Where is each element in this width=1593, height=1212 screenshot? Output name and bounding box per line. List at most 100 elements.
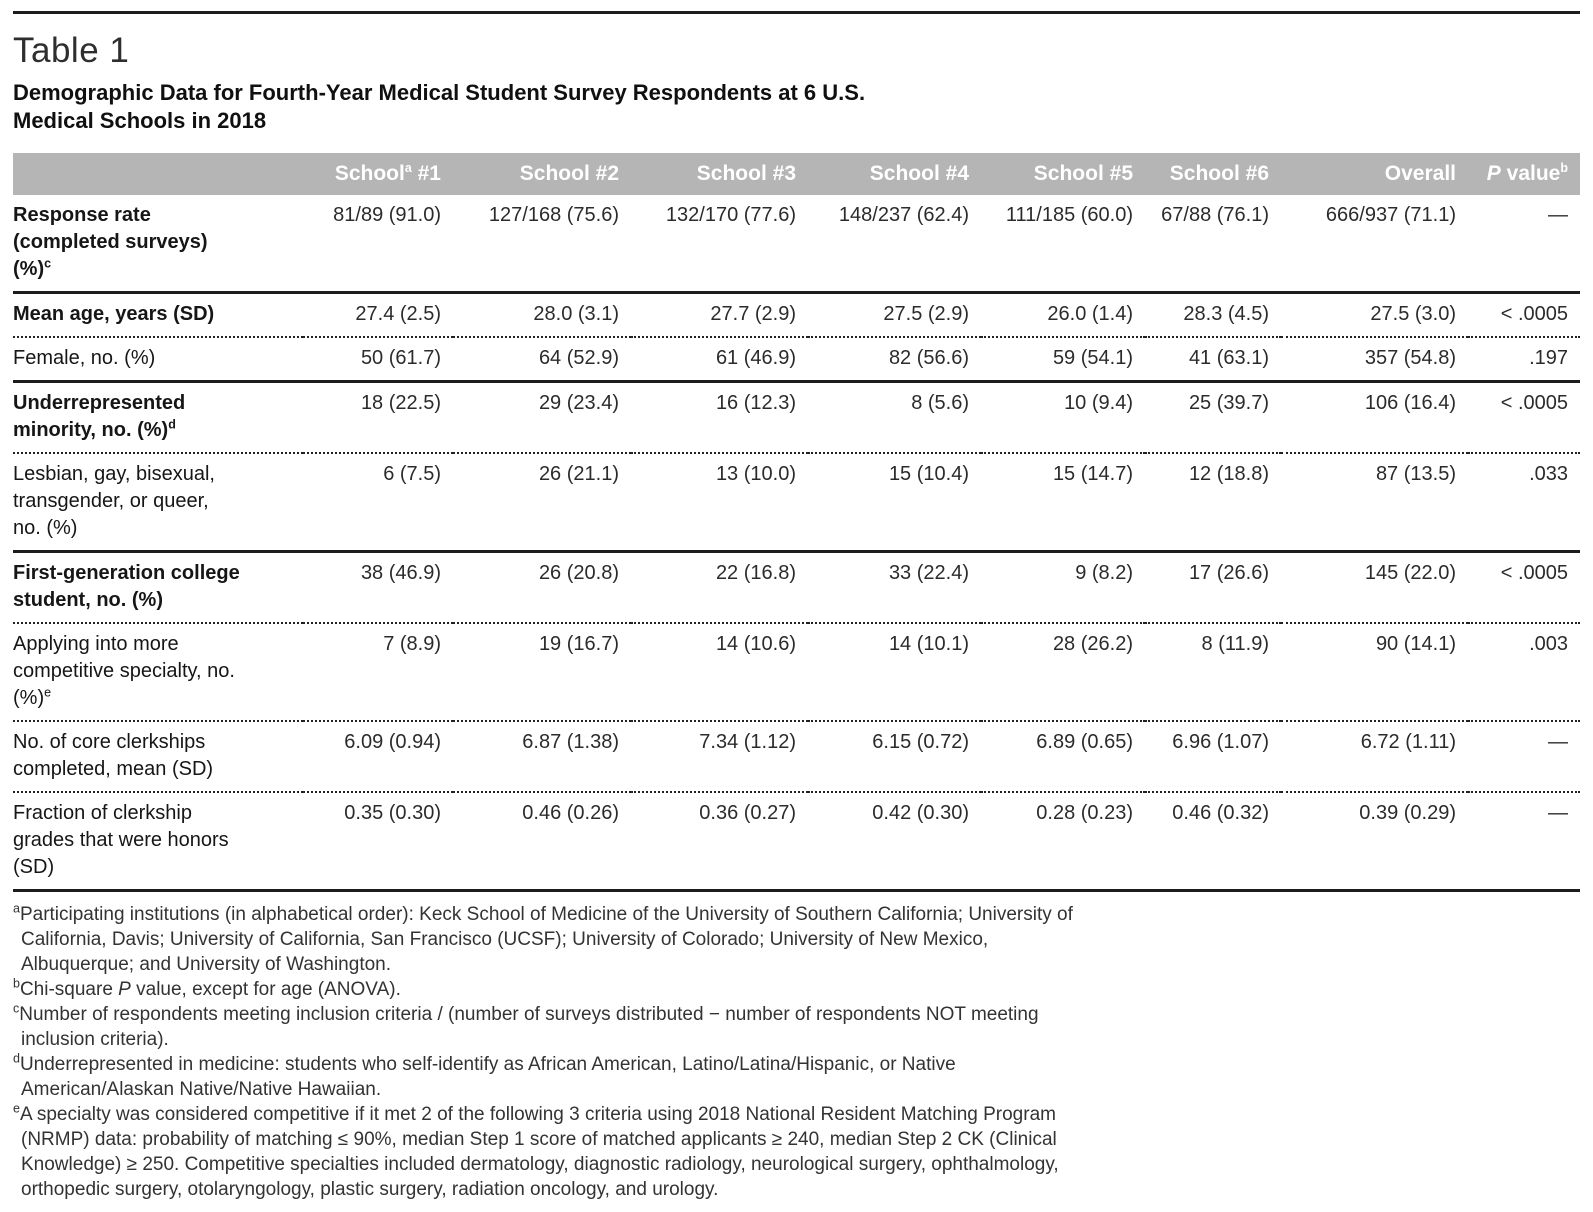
row-label: Lesbian, gay, bisexual, transgender, or … — [13, 463, 215, 539]
table-cell: 41 (63.1) — [1188, 347, 1269, 369]
table-number: Table 1 — [13, 31, 130, 70]
table-cell: 26 (20.8) — [538, 562, 619, 584]
table-cell: 50 (61.7) — [360, 347, 441, 369]
table-cell: 17 (26.6) — [1188, 562, 1269, 584]
column-header-p-value: P valueb — [1468, 153, 1580, 195]
table-cell: 15 (10.4) — [888, 463, 969, 485]
table-cell: 27.5 (3.0) — [1370, 303, 1456, 325]
table-cell: 16 (12.3) — [715, 392, 796, 414]
page: Table 1 Demographic Data for Fourth-Year… — [0, 11, 1593, 1202]
table-cell: 7.34 (1.12) — [699, 731, 796, 753]
column-header-school-5: School #5 — [981, 153, 1145, 195]
table-title-line1: Demographic Data for Fourth-Year Medical… — [13, 80, 866, 105]
table-cell: 111/185 (60.0) — [1005, 204, 1133, 226]
table-cell: 28 (26.2) — [1052, 633, 1133, 655]
column-header-overall: Overall — [1281, 153, 1468, 195]
table-cell-p-value: .033 — [1529, 463, 1568, 485]
table-cell: 10 (9.4) — [1064, 392, 1133, 414]
table-cell: 61 (46.9) — [715, 347, 796, 369]
table-cell: 26 (21.1) — [538, 463, 619, 485]
table-cell: 38 (46.9) — [360, 562, 441, 584]
header-row: Schoola #1 School #2 School #3 School #4… — [13, 153, 1580, 195]
table-cell: 26.0 (1.4) — [1047, 303, 1133, 325]
table-cell: 33 (22.4) — [888, 562, 969, 584]
table-cell: 0.28 (0.23) — [1036, 802, 1133, 824]
table-cell: 6 (7.5) — [383, 463, 441, 485]
table-cell: 22 (16.8) — [715, 562, 796, 584]
table-cell: 28.3 (4.5) — [1183, 303, 1269, 325]
table-cell: 6.15 (0.72) — [872, 731, 969, 753]
row-label: First-generation college student, no. (%… — [13, 562, 240, 611]
table-title: Demographic Data for Fourth-Year Medical… — [13, 79, 1580, 135]
table-cell: 81/89 (91.0) — [333, 204, 441, 226]
table-row-core-clerkships: No. of core clerkships completed, mean (… — [13, 721, 1580, 792]
demographics-table: Schoola #1 School #2 School #3 School #4… — [13, 153, 1580, 892]
column-header-school-3: School #3 — [631, 153, 808, 195]
table-cell: 67/88 (76.1) — [1161, 204, 1269, 226]
table-cell: 148/237 (62.4) — [838, 204, 969, 226]
footnote-a: aParticipating institutions (in alphabet… — [13, 901, 1073, 975]
table-row-underrepresented-minority: Underrepresented minority, no. (%)d 18 (… — [13, 381, 1580, 454]
table-cell: 6.09 (0.94) — [344, 731, 441, 753]
table-cell: 0.35 (0.30) — [344, 802, 441, 824]
top-rule — [13, 11, 1580, 14]
table-cell: 27.4 (2.5) — [355, 303, 441, 325]
footnote-d: dUnderrepresented in medicine: students … — [13, 1051, 956, 1100]
table-cell: 19 (16.7) — [538, 633, 619, 655]
table-cell: 27.7 (2.9) — [710, 303, 796, 325]
table-row-response-rate: Response rate (completed surveys) (%)c 8… — [13, 195, 1580, 293]
table-row-lgbtq: Lesbian, gay, bisexual, transgender, or … — [13, 453, 1580, 552]
table-cell: 666/937 (71.1) — [1325, 204, 1456, 226]
table-cell: 127/168 (75.6) — [488, 204, 619, 226]
row-label: Response rate (completed surveys) (%)c — [13, 204, 208, 280]
table-cell: 0.46 (0.32) — [1172, 802, 1269, 824]
table-cell: 106 (16.4) — [1364, 392, 1456, 414]
row-label: No. of core clerkships completed, mean (… — [13, 731, 214, 780]
table-cell: 87 (13.5) — [1375, 463, 1456, 485]
table-cell: 6.89 (0.65) — [1036, 731, 1133, 753]
table-cell-p-value: — — [1548, 204, 1568, 226]
row-label: Mean age, years (SD) — [13, 303, 215, 325]
table-cell: 14 (10.6) — [715, 633, 796, 655]
table-cell: 0.36 (0.27) — [699, 802, 796, 824]
table-cell: 6.96 (1.07) — [1172, 731, 1269, 753]
table-cell: 27.5 (2.9) — [883, 303, 969, 325]
table-cell: 12 (18.8) — [1188, 463, 1269, 485]
column-header-school-2: School #2 — [453, 153, 631, 195]
table-cell-p-value: < .0005 — [1500, 392, 1568, 414]
column-header-school-4: School #4 — [808, 153, 981, 195]
table-cell-p-value: < .0005 — [1500, 303, 1568, 325]
footnote-c: cNumber of respondents meeting inclusion… — [13, 1001, 1039, 1050]
table-cell: 6.72 (1.11) — [1360, 731, 1456, 753]
footnote-e: eA specialty was considered competitive … — [13, 1101, 1059, 1200]
row-label: Underrepresented minority, no. (%)d — [13, 392, 186, 441]
row-label: Fraction of clerkship grades that were h… — [13, 802, 229, 878]
table-cell: 59 (54.1) — [1052, 347, 1133, 369]
table-cell: 8 (5.6) — [911, 392, 969, 414]
table-row-honors-fraction: Fraction of clerkship grades that were h… — [13, 792, 1580, 891]
footnote-b: bChi-square P value, except for age (ANO… — [13, 976, 401, 1000]
table-cell: 82 (56.6) — [888, 347, 969, 369]
table-cell: 64 (52.9) — [538, 347, 619, 369]
column-header-school-1: Schoola #1 — [303, 153, 453, 195]
table-cell-p-value: .003 — [1529, 633, 1568, 655]
table-cell: 18 (22.5) — [360, 392, 441, 414]
column-header-school-6: School #6 — [1145, 153, 1281, 195]
table-cell: 9 (8.2) — [1075, 562, 1133, 584]
table-cell: 6.87 (1.38) — [522, 731, 619, 753]
row-label: Applying into more competitive specialty… — [13, 633, 235, 709]
table-cell: 145 (22.0) — [1364, 562, 1456, 584]
table-cell-p-value: .197 — [1529, 347, 1568, 369]
table-cell: 15 (14.7) — [1052, 463, 1133, 485]
table-cell: 8 (11.9) — [1201, 633, 1269, 655]
table-cell: 7 (8.9) — [383, 633, 441, 655]
table-cell: 0.39 (0.29) — [1359, 802, 1456, 824]
table-row-competitive-specialty: Applying into more competitive specialty… — [13, 623, 1580, 721]
table-cell: 0.46 (0.26) — [522, 802, 619, 824]
row-label: Female, no. (%) — [13, 347, 156, 369]
table-cell: 0.42 (0.30) — [872, 802, 969, 824]
table-cell: 357 (54.8) — [1364, 347, 1456, 369]
table-cell-p-value: — — [1548, 802, 1568, 824]
table-row-first-generation: First-generation college student, no. (%… — [13, 551, 1580, 624]
column-header-empty — [13, 153, 303, 195]
